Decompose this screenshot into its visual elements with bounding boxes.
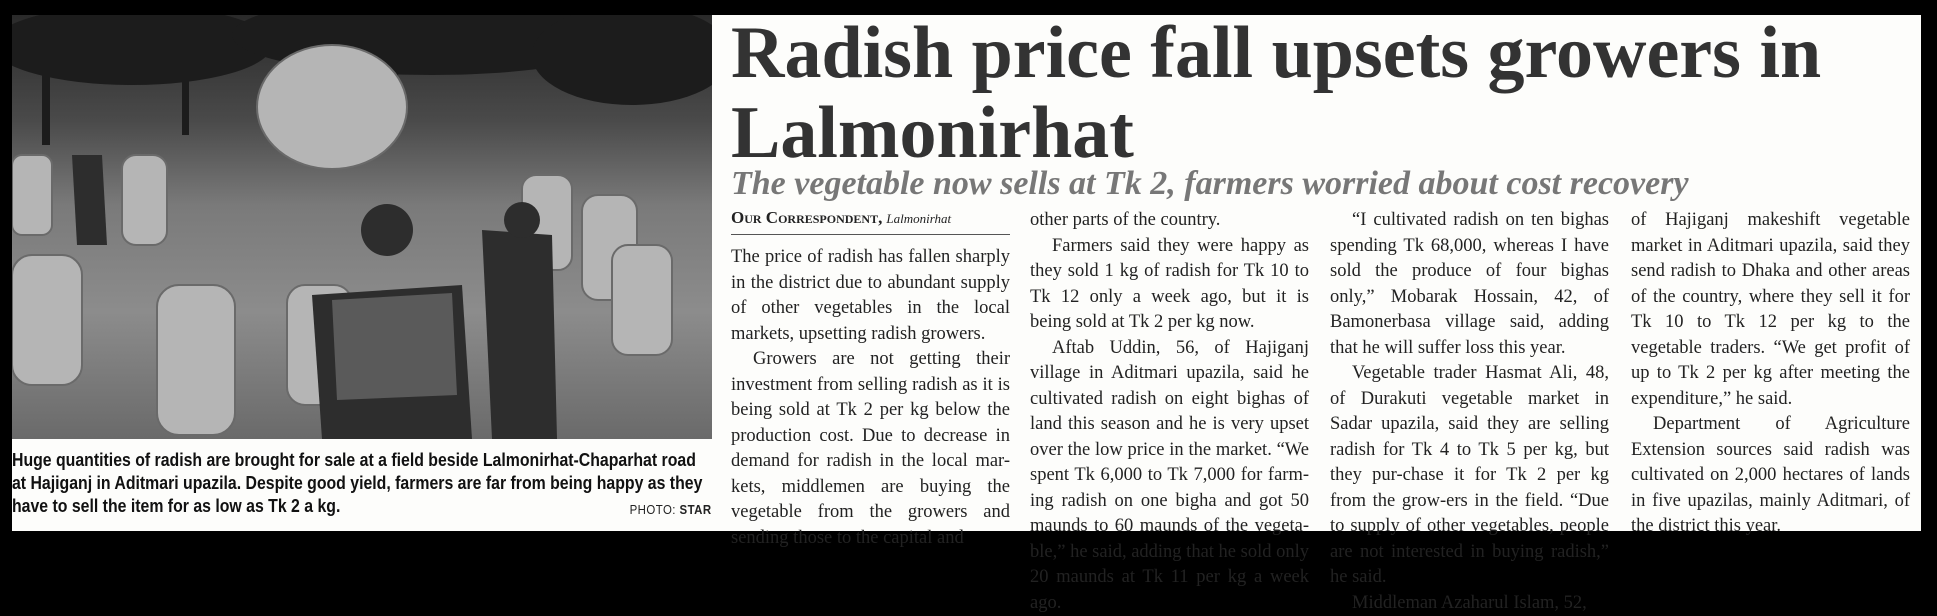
article-column-3: “I cultivated radish on ten bighas spend… bbox=[1330, 208, 1609, 616]
photo-credit-source: STAR bbox=[680, 502, 712, 517]
newspaper-clipping: Huge quantities of radish are brought fo… bbox=[12, 15, 1921, 531]
article-column-1: The price of radish has fallen sharply i… bbox=[731, 245, 1010, 551]
byline: Our Correspondent, Lalmonirhat bbox=[731, 208, 1010, 235]
byline-author: Our Correspondent, bbox=[731, 208, 882, 227]
paragraph: Middleman Azaharul Islam, 52, bbox=[1330, 591, 1609, 616]
photo-caption-text: Huge quantities of radish are brought fo… bbox=[12, 450, 702, 516]
paragraph: Farmers said they were happy as they sol… bbox=[1030, 234, 1309, 336]
paragraph: other parts of the country. bbox=[1030, 208, 1309, 234]
paragraph: The price of radish has fallen sharply i… bbox=[731, 245, 1010, 347]
paragraph: Vegetable trader Hasmat Ali, 48, of Dura… bbox=[1330, 361, 1609, 591]
paragraph: Growers are not getting their investment… bbox=[731, 347, 1010, 551]
paragraph: “I cultivated radish on ten bighas spend… bbox=[1330, 208, 1609, 361]
subheadline: The vegetable now sells at Tk 2, farmers… bbox=[731, 165, 1916, 203]
article-column-2: other parts of the country. Farmers said… bbox=[1030, 208, 1309, 616]
news-photo-radish-field bbox=[12, 15, 712, 439]
paragraph: of Hajiganj makeshift vegetable market i… bbox=[1631, 208, 1910, 412]
photo-credit-prefix: PHOTO: bbox=[630, 502, 676, 517]
photo-caption-block: Huge quantities of radish are brought fo… bbox=[12, 449, 712, 521]
photo-credit: PHOTO: STAR bbox=[630, 498, 712, 521]
byline-location: Lalmonirhat bbox=[886, 211, 951, 226]
photo-caption: Huge quantities of radish are brought fo… bbox=[12, 449, 712, 518]
headline: Radish price fall upsets growers in Lalm… bbox=[731, 13, 1916, 173]
paragraph: Department of Agriculture Extension sour… bbox=[1631, 412, 1910, 540]
article-column-4: of Hajiganj makeshift vegetable market i… bbox=[1631, 208, 1910, 540]
paragraph: Aftab Uddin, 56, of Hajiganj village in … bbox=[1030, 336, 1309, 616]
